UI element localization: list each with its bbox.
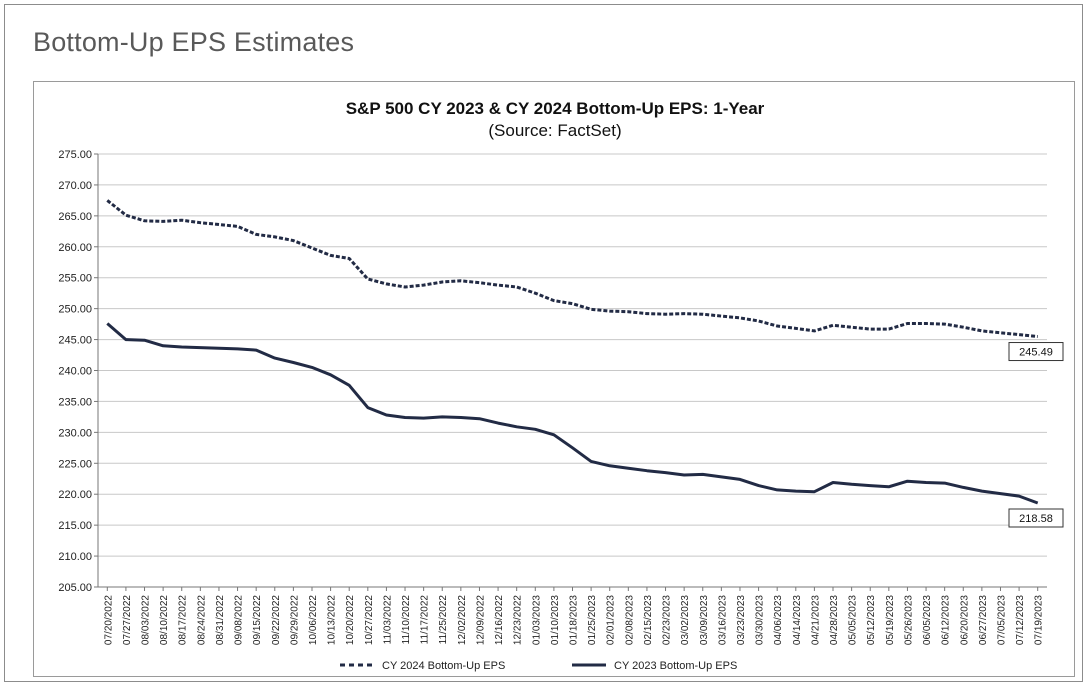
x-tick-label: 08/03/2022: [141, 595, 152, 645]
x-tick-label: 02/15/2023: [643, 595, 654, 645]
x-tick-label: 12/23/2022: [513, 595, 524, 645]
x-tick-label: 01/10/2023: [550, 595, 561, 645]
x-tick-label: 09/29/2022: [289, 595, 300, 645]
x-tick-label: 02/23/2023: [662, 595, 673, 645]
x-tick-label: 05/12/2023: [866, 595, 877, 645]
x-tick-label: 07/27/2022: [122, 595, 133, 645]
x-tick-label: 10/27/2022: [364, 595, 375, 645]
x-tick-label: 08/17/2022: [178, 595, 189, 645]
end-labels: 245.49 218.58: [1008, 342, 1064, 528]
x-tick-label: 12/09/2022: [475, 595, 486, 645]
y-tick-label: 225.00: [58, 458, 92, 470]
y-tick-label: 270.00: [58, 180, 92, 192]
x-tick-label: 10/06/2022: [308, 595, 319, 645]
x-tick-label: 05/19/2023: [885, 595, 896, 645]
x-tick-label: 12/16/2022: [494, 595, 505, 645]
legend-label-cy2023: CY 2023 Bottom-Up EPS: [614, 660, 737, 672]
x-tick-label: 05/26/2023: [903, 595, 914, 645]
end-label-box: [1008, 508, 1064, 528]
x-tick-label: 03/30/2023: [755, 595, 766, 645]
x-tick-label: 04/21/2023: [810, 595, 821, 645]
grid-lines: [98, 153, 1047, 588]
end-label-value: 218.58: [1019, 513, 1053, 525]
x-tick-label: 06/20/2023: [959, 595, 970, 645]
chart-subtitle: (Source: FactSet): [488, 121, 621, 140]
x-axis-ticks: 07/20/2022 07/27/2022 08/03/2022 08/10/2022…: [98, 586, 1047, 645]
y-tick-label: 210.00: [58, 551, 92, 563]
x-tick-label: 01/18/2023: [569, 595, 580, 645]
series-line-cy2024: [106, 199, 1038, 338]
y-tick-label: 250.00: [58, 304, 92, 316]
x-tick-label: 04/14/2023: [792, 595, 803, 645]
x-tick-label: 11/03/2022: [382, 595, 393, 645]
x-tick-label: 03/16/2023: [717, 595, 728, 645]
y-tick-label: 205.00: [58, 582, 92, 594]
x-tick-label: 06/12/2023: [941, 595, 952, 645]
x-tick-label: 03/09/2023: [699, 595, 710, 645]
x-tick-label: 05/05/2023: [848, 595, 859, 645]
legend-label-cy2024: CY 2024 Bottom-Up EPS: [382, 660, 505, 672]
y-tick-label: 265.00: [58, 211, 92, 223]
x-tick-label: 09/22/2022: [271, 595, 282, 645]
figure-frame: Bottom-Up EPS Estimates S&P 500 CY 2023 …: [4, 4, 1083, 682]
y-tick-label: 220.00: [58, 489, 92, 501]
end-label-value: 245.49: [1019, 347, 1053, 359]
x-tick-label: 11/25/2022: [438, 595, 449, 645]
x-tick-label: 04/28/2023: [829, 595, 840, 645]
series-lines: [106, 199, 1039, 505]
y-axis-ticks: 275.00 270.00 265.00 260.00 255.00 250.00 245.…: [58, 149, 99, 594]
eps-line-chart: S&P 500 CY 2023 & CY 2024 Bottom-Up EPS:…: [58, 99, 1064, 672]
x-tick-label: 11/17/2022: [420, 595, 431, 645]
chart-frame: S&P 500 CY 2023 & CY 2024 Bottom-Up EPS:…: [33, 81, 1075, 677]
x-tick-label: 08/31/2022: [215, 595, 226, 645]
x-tick-label: 07/19/2023: [1034, 595, 1045, 645]
x-tick-label: 10/13/2022: [327, 595, 338, 645]
series-line-cy2023: [106, 322, 1039, 505]
x-tick-label: 03/23/2023: [736, 595, 747, 645]
x-tick-label: 11/10/2022: [401, 595, 412, 645]
x-tick-label: 10/20/2022: [345, 595, 356, 645]
x-tick-label: 07/20/2022: [103, 595, 114, 645]
x-tick-label: 01/25/2023: [587, 595, 598, 645]
y-tick-label: 235.00: [58, 396, 92, 408]
y-tick-label: 240.00: [58, 366, 92, 378]
y-tick-label: 275.00: [58, 149, 92, 161]
chart-title: S&P 500 CY 2023 & CY 2024 Bottom-Up EPS:…: [346, 99, 765, 118]
x-tick-label: 01/03/2023: [531, 595, 542, 645]
x-tick-label: 03/02/2023: [680, 595, 691, 645]
chart-legend: CY 2024 Bottom-Up EPS CY 2023 Bottom-Up …: [340, 660, 737, 672]
x-tick-label: 06/05/2023: [922, 595, 933, 645]
x-tick-label: 07/12/2023: [1015, 595, 1026, 645]
x-tick-label: 12/02/2022: [457, 595, 468, 645]
page-heading: Bottom-Up EPS Estimates: [33, 27, 355, 57]
x-tick-label: 09/15/2022: [252, 595, 263, 645]
y-tick-label: 245.00: [58, 335, 92, 347]
x-tick-label: 02/01/2023: [606, 595, 617, 645]
x-tick-label: 07/05/2023: [996, 595, 1007, 645]
y-tick-label: 255.00: [58, 273, 92, 285]
y-tick-label: 260.00: [58, 242, 92, 254]
x-tick-label: 08/24/2022: [196, 595, 207, 645]
x-tick-label: 08/10/2022: [159, 595, 170, 645]
x-tick-label: 06/27/2023: [978, 595, 989, 645]
x-tick-label: 09/08/2022: [234, 595, 245, 645]
x-tick-label: 04/06/2023: [773, 595, 784, 645]
y-tick-label: 230.00: [58, 427, 92, 439]
x-tick-label: 02/08/2023: [624, 595, 635, 645]
end-label-box: [1008, 342, 1064, 362]
y-tick-label: 215.00: [58, 520, 92, 532]
